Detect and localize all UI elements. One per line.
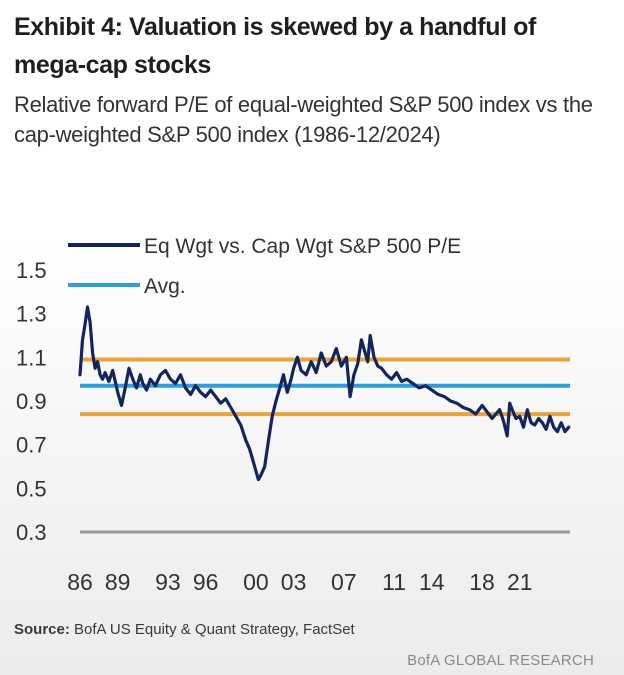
exhibit-subtitle: Relative forward P/E of equal-weighted S… — [14, 92, 593, 147]
x-tick-label: 89 — [105, 569, 131, 595]
source-text: BofA US Equity & Quant Strategy, FactSet — [69, 621, 355, 638]
y-tick-label: 0.9 — [16, 389, 47, 414]
x-tick-label: 21 — [507, 569, 533, 595]
x-tick-label: 86 — [67, 569, 93, 595]
x-tick-label: 07 — [331, 569, 357, 595]
x-tick-label: 00 — [243, 569, 269, 595]
x-tick-label: 14 — [419, 569, 445, 595]
x-tick-label: 96 — [193, 569, 219, 595]
y-tick-label: 1.5 — [16, 258, 47, 283]
legend-label: Eq Wgt vs. Cap Wgt S&P 500 P/E — [144, 235, 461, 258]
x-axis-tick-labels: 86 89 93 96 00 03 07 11 14 18 21 — [67, 569, 532, 595]
x-tick-label: 11 — [382, 569, 406, 595]
x-tick-label: 18 — [469, 569, 495, 595]
y-axis-tick-labels: 1.5 1.3 1.1 0.9 0.7 0.5 0.3 — [16, 258, 47, 545]
series-line — [78, 305, 571, 482]
y-tick-label: 1.3 — [16, 302, 47, 327]
reference-lines — [80, 357, 570, 417]
source-note: Source: BofA US Equity & Quant Strategy,… — [14, 621, 355, 638]
exhibit-title: Exhibit 4: Valuation is skewed by a hand… — [14, 13, 536, 79]
y-tick-label: 0.3 — [16, 520, 47, 545]
x-tick-label: 03 — [281, 569, 307, 595]
y-tick-label: 0.7 — [16, 433, 47, 458]
y-tick-label: 0.5 — [16, 476, 47, 501]
x-tick-label: 93 — [155, 569, 181, 595]
chart-legend: Eq Wgt vs. Cap Wgt S&P 500 P/E Avg. — [68, 235, 461, 298]
brand-footer: BofA GLOBAL RESEARCH — [407, 652, 594, 669]
source-label: Source: — [14, 621, 70, 638]
legend-label: Avg. — [144, 275, 186, 298]
y-tick-label: 1.1 — [16, 345, 47, 370]
series-lines — [78, 305, 571, 482]
